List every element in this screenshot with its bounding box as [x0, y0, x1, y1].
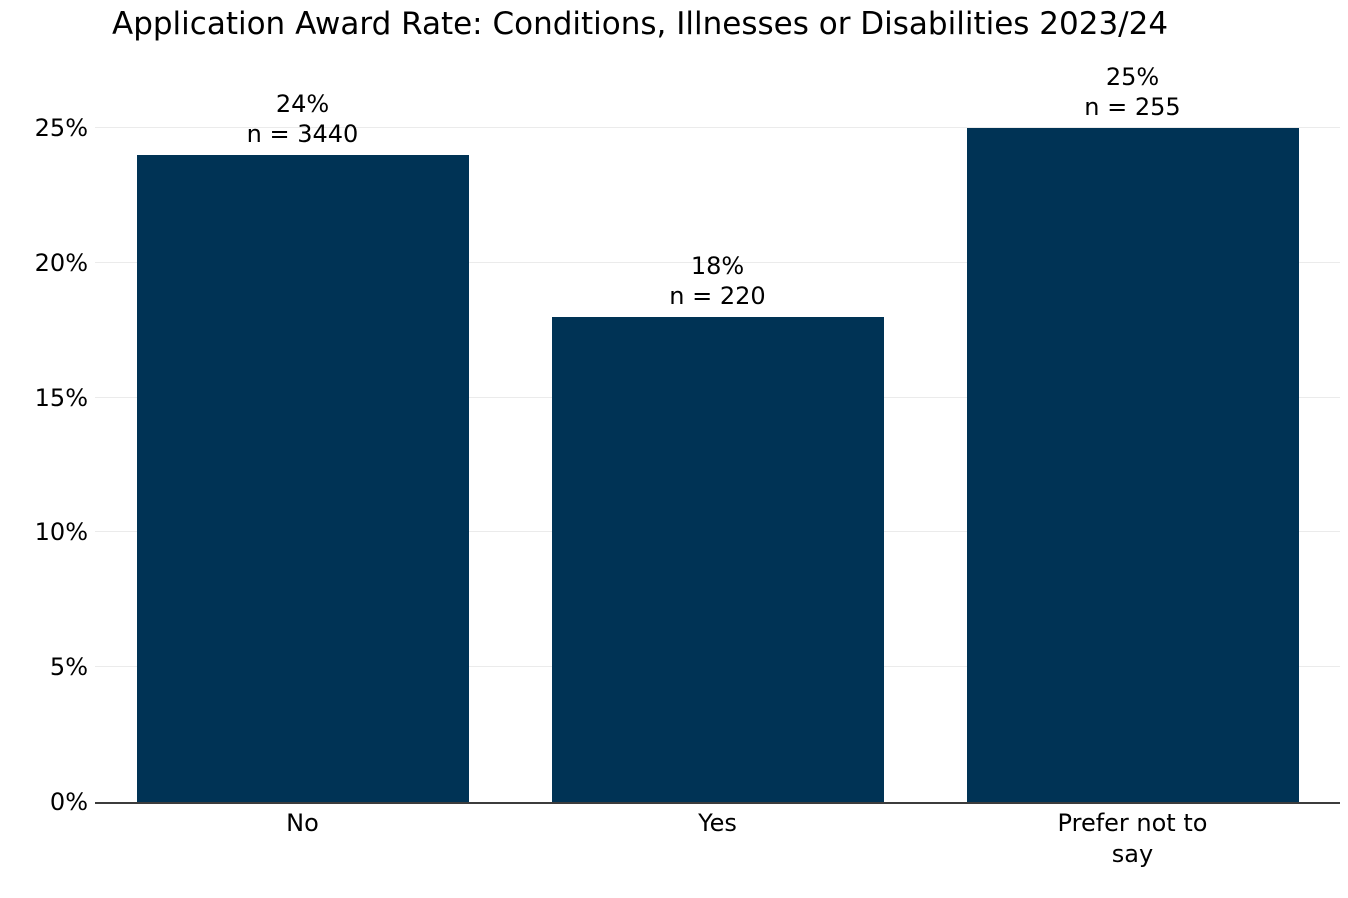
bar-count-label: n = 255: [1084, 93, 1181, 121]
y-tick-label: 15%: [34, 383, 88, 412]
y-tick-label: 5%: [49, 653, 88, 682]
x-category-label-yes: Yes: [698, 809, 737, 837]
bar-label-yes: 18% n = 220: [669, 251, 765, 311]
y-tick-label: 25%: [34, 114, 88, 142]
x-category-label-no: No: [286, 809, 319, 837]
bar-prefer-not-to-say: [966, 128, 1299, 802]
gridline: [95, 261, 1340, 263]
chart-title: Application Award Rate: Conditions, Illn…: [112, 6, 1169, 42]
y-tick-label: 0%: [49, 788, 88, 816]
bar-value-label: 18%: [690, 251, 745, 280]
bar-label-prefer-not-to-say: 25% n = 255: [1084, 62, 1180, 122]
x-axis-line: [95, 802, 1340, 804]
bar-count-label: n = 3440: [246, 119, 359, 148]
y-tick-label: 20%: [34, 248, 88, 277]
bar-no: [136, 154, 469, 802]
x-category-label-prefer-not-to-say: Prefer not to say: [1057, 809, 1208, 868]
bar-count-label: n = 220: [669, 281, 766, 310]
bar-label-no: 24% n = 3440: [247, 89, 359, 149]
bar-value-label: 25%: [1105, 63, 1160, 91]
y-tick-label: 10%: [34, 518, 88, 547]
bar-value-label: 24%: [275, 89, 330, 118]
gridline: [95, 127, 1340, 128]
bar-yes: [551, 316, 884, 802]
